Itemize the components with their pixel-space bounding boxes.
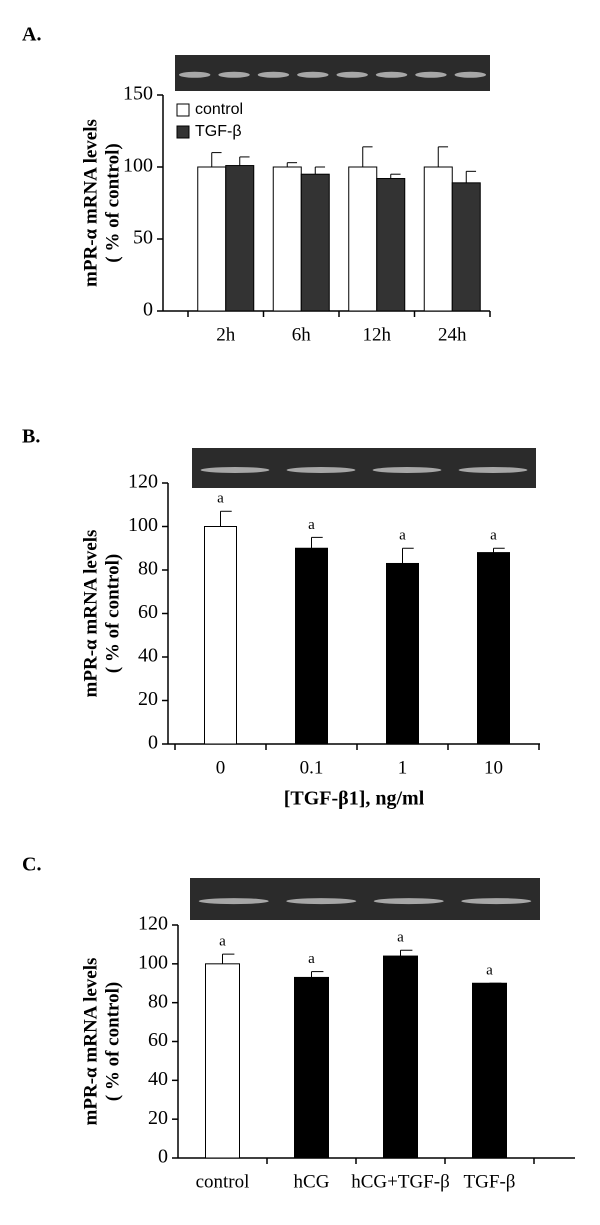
annotation: a: [399, 528, 406, 544]
y-axis-label: mPR-α mRNA levels: [80, 530, 101, 698]
x-axis-label: [TGF-β1], ng/ml: [284, 788, 425, 810]
y-tick-label: 120: [128, 471, 158, 493]
gel-band: [372, 467, 442, 473]
bar: [294, 976, 329, 1159]
y-tick-label: 60: [148, 1029, 168, 1051]
bar: [472, 982, 507, 1159]
bar: [197, 166, 227, 312]
gel-band: [373, 898, 444, 905]
y-tick-label: 20: [138, 688, 158, 710]
x-tick-label: control: [196, 1171, 250, 1192]
bar: [477, 552, 510, 745]
x-tick-label: TGF-β: [464, 1171, 516, 1192]
annotation: a: [217, 491, 224, 507]
legend-swatch: [176, 125, 190, 139]
x-tick-label: 0.1: [300, 757, 324, 778]
annotation: a: [219, 934, 226, 950]
gel-band: [178, 71, 211, 78]
annotation: a: [308, 517, 315, 533]
bar: [348, 166, 378, 312]
bar: [386, 562, 419, 745]
gel-band: [375, 71, 408, 78]
x-tick-label: 6h: [292, 324, 312, 345]
bar: [423, 166, 453, 312]
gel-band: [297, 71, 329, 78]
gel-band: [458, 467, 528, 473]
legend-label: control: [195, 101, 243, 118]
panel-label: B.: [22, 426, 40, 448]
x-tick-label: 24h: [438, 324, 467, 345]
legend-label: TGF-β: [195, 123, 242, 140]
y-axis-label: ( % of control): [102, 982, 123, 1101]
y-tick-label: 0: [143, 299, 153, 321]
y-tick-label: 60: [138, 601, 158, 623]
gel-band: [200, 467, 270, 473]
x-tick-label: hCG+TGF-β: [351, 1171, 450, 1192]
y-tick-label: 100: [123, 155, 153, 177]
annotation: a: [397, 930, 404, 946]
gel-band: [461, 898, 532, 905]
bar: [300, 173, 330, 312]
y-tick-label: 40: [138, 645, 158, 667]
bar: [205, 963, 240, 1159]
bar: [383, 955, 418, 1159]
x-tick-label: 2h: [216, 324, 236, 345]
annotation: a: [486, 963, 493, 979]
y-tick-label: 0: [148, 732, 158, 754]
bar: [376, 178, 406, 312]
y-tick-label: 150: [123, 83, 153, 105]
panel-label: C.: [22, 854, 41, 876]
annotation: a: [490, 528, 497, 544]
bar: [272, 166, 302, 312]
y-tick-label: 100: [128, 514, 158, 536]
gel-band: [454, 71, 487, 78]
bar: [295, 547, 328, 745]
y-axis-label: ( % of control): [102, 143, 123, 262]
gel-band: [336, 71, 368, 78]
y-tick-label: 80: [148, 990, 168, 1012]
bar: [225, 165, 255, 312]
gel-band: [286, 898, 357, 905]
x-tick-label: hCG: [294, 1171, 330, 1192]
legend-swatch: [176, 103, 190, 117]
y-axis-label: mPR-α mRNA levels: [80, 119, 101, 287]
x-tick-label: 12h: [363, 324, 392, 345]
annotation: a: [308, 951, 315, 967]
x-tick-label: 1: [398, 757, 408, 778]
gel-band: [257, 71, 290, 78]
y-tick-label: 0: [158, 1146, 168, 1168]
gel-band: [286, 467, 356, 473]
y-tick-label: 40: [148, 1068, 168, 1090]
bar: [451, 182, 481, 312]
x-tick-label: 10: [484, 757, 503, 778]
panel-label: A.: [22, 24, 41, 46]
bar: [204, 526, 237, 745]
gel-band: [198, 898, 269, 905]
y-axis-label: ( % of control): [102, 554, 123, 673]
x-tick-label: 0: [216, 757, 226, 778]
y-tick-label: 80: [138, 558, 158, 580]
y-tick-label: 120: [138, 913, 168, 935]
gel-band: [218, 71, 250, 78]
y-tick-label: 100: [138, 951, 168, 973]
y-tick-label: 20: [148, 1107, 168, 1129]
gel-band: [415, 71, 447, 78]
y-axis-label: mPR-α mRNA levels: [80, 958, 101, 1126]
y-tick-label: 50: [133, 227, 153, 249]
